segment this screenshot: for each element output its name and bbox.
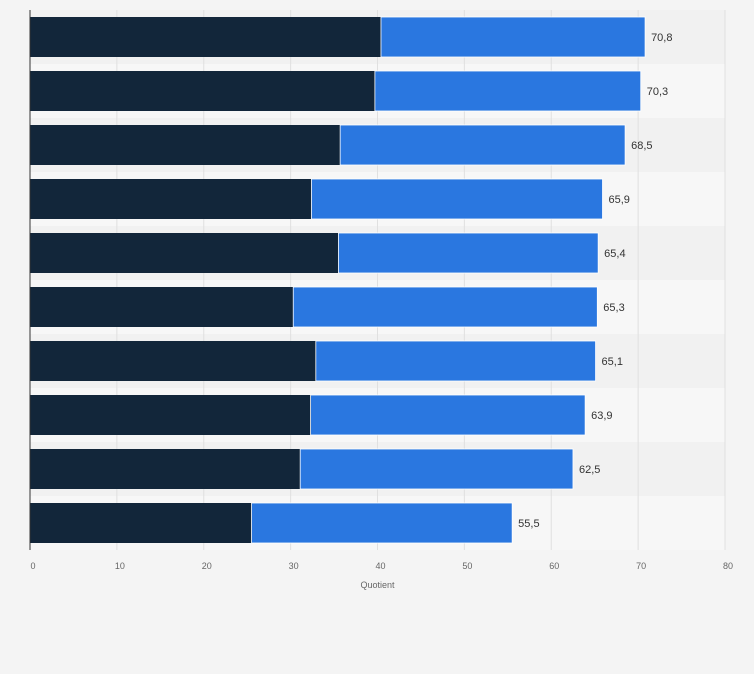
bar-segment-blue [251,502,513,544]
bar-total-label: 70,3 [647,86,668,98]
x-axis-title: Quotient [360,580,395,590]
bar-segment-dark [30,179,312,219]
bar-segment-dark [30,71,375,111]
x-tick-label: 60 [549,561,559,571]
bar-total-label: 70,8 [651,32,672,44]
bar-segment-dark [30,503,252,543]
bar-total-label: 68,5 [631,140,652,152]
bar-total-label: 62,5 [579,464,600,476]
x-tick-label: 40 [375,561,385,571]
bars-group [30,16,646,544]
bar-segment-dark [30,287,294,327]
bar-segment-blue [311,178,603,220]
bar-total-label: 65,9 [609,194,630,206]
bar-segment-blue [299,448,574,490]
x-tick-labels-group: 0 10 20 30 40 50 60 70 80 [30,561,733,571]
bar-total-label: 63,9 [591,410,612,422]
bar-segment-dark [30,341,316,381]
bar-segment-dark [30,17,381,57]
x-tick-label: 70 [636,561,646,571]
bar-segment-blue [338,232,599,274]
bar-segment-blue [339,124,626,166]
x-tick-label: 0 [30,561,35,571]
bar-segment-blue [310,394,586,436]
bar-total-label: 65,4 [604,248,625,260]
bar-total-label: 55,5 [518,518,539,530]
bar-segment-dark [30,395,311,435]
bar-segment-dark [30,449,301,489]
bar-segment-dark [30,233,339,273]
bar-total-label: 65,1 [602,356,623,368]
x-tick-label: 10 [115,561,125,571]
bar-segment-blue [292,286,598,328]
total-labels-group: 70,8 70,3 68,5 65,9 65,4 65,3 65,1 63,9 62,5 55,5 [518,32,672,530]
x-tick-label: 30 [289,561,299,571]
bar-segment-blue [374,70,642,112]
x-tick-label: 50 [462,561,472,571]
bar-total-label: 65,3 [603,302,624,314]
x-tick-label: 80 [723,561,733,571]
bar-segment-blue [380,16,646,58]
bar-segment-blue [315,340,596,382]
x-tick-label: 20 [202,561,212,571]
bar-segment-dark [30,125,341,165]
